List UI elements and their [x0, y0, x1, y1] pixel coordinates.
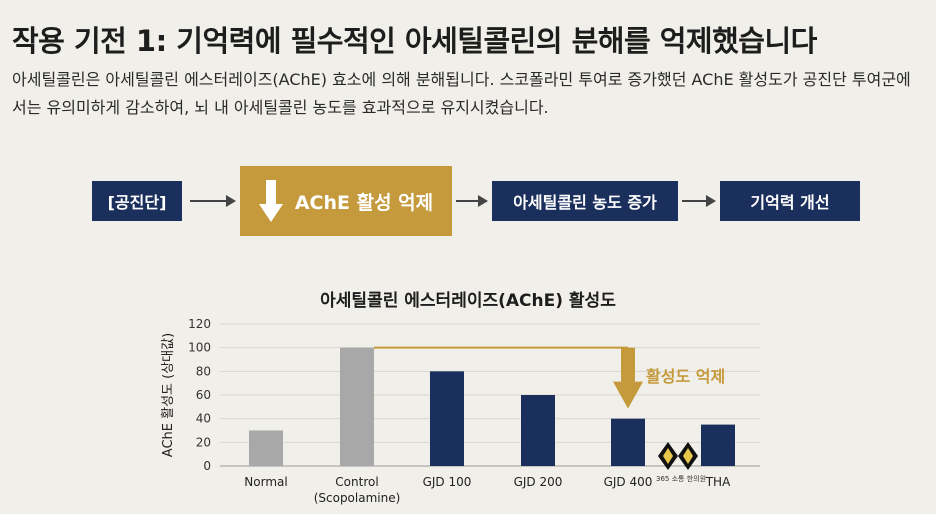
bar	[249, 430, 283, 466]
page-description: 아세틸콜린은 아세틸콜린 에스터레이즈(AChE) 효소에 의해 분해됩니다. …	[12, 70, 911, 117]
clinic-logo-text: 365 소통 한의원	[656, 475, 707, 483]
flow-step-label: 기억력 개선	[750, 193, 830, 212]
flow-step-ache-inhibition: AChE 활성 억제	[240, 166, 452, 236]
y-tick-label: 60	[196, 388, 211, 402]
x-tick-label: Control	[335, 475, 378, 489]
flow-step-label: [공진단]	[107, 193, 167, 212]
y-tick-label: 0	[203, 459, 211, 473]
annotation-arrow-head	[613, 381, 643, 409]
page-title: 작용 기전 1: 기억력에 필수적인 아세틸콜린의 분해를 억제했습니다	[12, 24, 817, 58]
flow-step-memory-improvement: 기억력 개선	[720, 181, 860, 221]
bar	[701, 424, 735, 466]
flow-arrow	[190, 195, 236, 207]
y-tick-label: 120	[188, 317, 211, 331]
x-tick-label: GJD 100	[423, 475, 472, 489]
flow-arrow	[682, 195, 716, 207]
x-tick-label: THA	[705, 475, 731, 489]
arrow-down-icon	[258, 180, 283, 222]
annotation-arrow-shaft	[621, 347, 635, 384]
y-tick-label: 80	[196, 364, 211, 378]
x-tick-label: Normal	[244, 475, 287, 489]
x-tick-label: GJD 200	[514, 475, 563, 489]
y-axis-label: AChE 활성도 (상대값)	[161, 333, 176, 457]
y-tick-label: 40	[196, 412, 211, 426]
bar	[611, 418, 645, 466]
flow-step-gongjindan: [공진단]	[92, 181, 182, 221]
bar	[340, 347, 374, 466]
y-tick-label: 20	[196, 435, 211, 449]
clinic-logo	[656, 440, 702, 480]
chart-title: 아세틸콜린 에스터레이즈(AChE) 활성도	[320, 291, 616, 311]
x-tick-label: (Scopolamine)	[314, 491, 401, 505]
flow-step-label: AChE 활성 억제	[294, 191, 434, 214]
annotation-label: 활성도 억제	[646, 367, 725, 386]
bar	[430, 371, 464, 466]
x-tick-label: GJD 400	[604, 475, 653, 489]
flow-step-acetylcholine-increase: 아세틸콜린 농도 증가	[492, 181, 678, 221]
y-tick-label: 100	[188, 341, 211, 355]
flow-step-label: 아세틸콜린 농도 증가	[513, 193, 657, 212]
flow-arrow	[456, 195, 488, 207]
bar	[521, 395, 555, 466]
